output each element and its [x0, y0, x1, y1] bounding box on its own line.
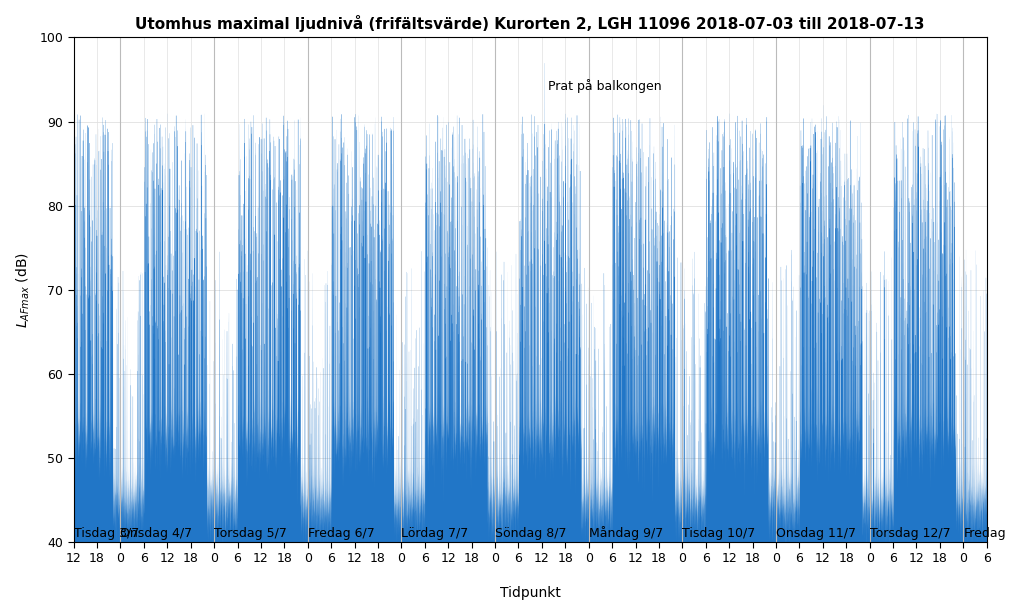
Text: Prat på balkongen: Prat på balkongen [548, 79, 662, 93]
Text: Lördag 7/7: Lördag 7/7 [401, 527, 469, 540]
Text: Tisdag 3/7: Tisdag 3/7 [74, 527, 139, 540]
Text: Onsdag 4/7: Onsdag 4/7 [121, 527, 193, 540]
Text: Fredag: Fredag [964, 527, 1006, 540]
Text: Torsdag 12/7: Torsdag 12/7 [869, 527, 950, 540]
Text: Måndag 9/7: Måndag 9/7 [589, 526, 663, 540]
Text: Onsdag 11/7: Onsdag 11/7 [776, 527, 856, 540]
Text: Tisdag 10/7: Tisdag 10/7 [682, 527, 756, 540]
Text: Söndag 8/7: Söndag 8/7 [495, 527, 566, 540]
Title: Utomhus maximal ljudnivå (frifältsvärde) Kurorten 2, LGH 11096 2018-07-03 till 2: Utomhus maximal ljudnivå (frifältsvärde)… [135, 15, 925, 32]
X-axis label: Tidpunkt: Tidpunkt [500, 586, 560, 600]
Text: Torsdag 5/7: Torsdag 5/7 [214, 527, 287, 540]
Text: Fredag 6/7: Fredag 6/7 [308, 527, 375, 540]
Y-axis label: $L_{AFmax}$ (dB): $L_{AFmax}$ (dB) [15, 252, 33, 328]
